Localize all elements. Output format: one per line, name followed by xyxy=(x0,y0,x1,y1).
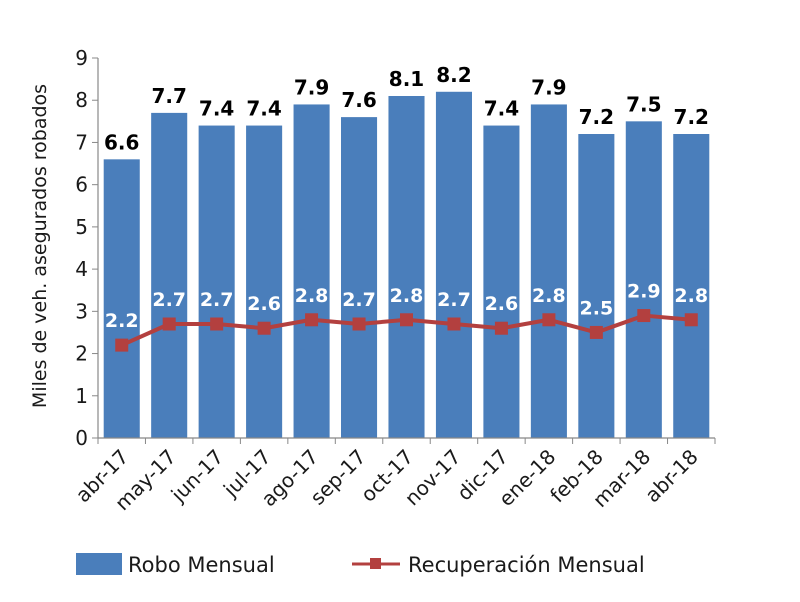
y-tick-label: 8 xyxy=(75,88,88,112)
recovery-line-layer: 2.2 2.7 2.7 2.6 2.8 2.7 2.8 2.7 2.6 2.8 2.5 2.9 2.8 xyxy=(105,281,708,352)
bar-robo-abr-18 xyxy=(673,134,710,438)
y-tick-label: 3 xyxy=(75,299,88,323)
bar-value-label: 7.6 xyxy=(341,88,376,112)
recovery-point-nov-17 xyxy=(447,317,461,331)
x-tick-label: abr-18 xyxy=(640,445,703,508)
bar-robo-ene-18 xyxy=(530,104,567,438)
recovery-value-label: 2.8 xyxy=(674,285,708,307)
recovery-value-label: 2.6 xyxy=(247,293,281,315)
bars xyxy=(103,91,710,439)
recovery-point-dic-17 xyxy=(494,321,508,335)
recovery-point-mar-18 xyxy=(637,309,651,323)
recovery-point-may-17 xyxy=(162,317,176,331)
bar-robo-jun-17 xyxy=(198,125,235,439)
recovery-point-ago-17 xyxy=(305,313,319,327)
bar-value-label: 7.9 xyxy=(531,75,566,99)
bar-robo-abr-17 xyxy=(103,159,140,439)
bar-robo-sep-17 xyxy=(341,117,378,438)
bar-robo-jul-17 xyxy=(246,125,283,439)
bar-value-label: 7.7 xyxy=(151,84,186,108)
recovery-value-label: 2.7 xyxy=(437,289,471,311)
bar-value-label: 6.6 xyxy=(104,130,139,154)
legend-label-recuperacion: Recuperación Mensual xyxy=(408,553,645,577)
y-axis-label: Miles de veh. asegurados robados xyxy=(29,84,51,408)
x-tick-label: jun-17 xyxy=(166,445,229,508)
recovery-value-label: 2.8 xyxy=(295,285,329,307)
bar-robo-mar-18 xyxy=(625,121,662,438)
recovery-value-label: 2.7 xyxy=(342,289,376,311)
legend-label-robo: Robo Mensual xyxy=(128,553,275,577)
x-axis-ticks: abr-17may-17jun-17jul-17ago-17sep-17oct-… xyxy=(71,438,716,515)
legend-swatch-robo xyxy=(76,553,122,575)
y-tick-label: 4 xyxy=(75,257,88,281)
bar-robo-dic-17 xyxy=(483,125,520,439)
y-axis-ticks: 0 1 2 3 4 5 6 7 8 9 xyxy=(75,46,98,450)
bar-robo-feb-18 xyxy=(578,134,615,438)
recovery-point-feb-18 xyxy=(589,325,603,339)
recovery-value-label: 2.7 xyxy=(200,289,234,311)
y-tick-label: 1 xyxy=(75,384,88,408)
recovery-point-oct-17 xyxy=(400,313,413,327)
bar-value-label: 7.4 xyxy=(246,97,281,121)
recovery-point-ene-18 xyxy=(542,313,556,327)
y-tick-label: 7 xyxy=(75,130,88,154)
y-tick-label: 5 xyxy=(75,215,88,239)
axes xyxy=(97,58,715,439)
bar-robo-oct-17 xyxy=(388,96,425,438)
y-tick-label: 6 xyxy=(75,173,88,197)
bar-labels: 6.6 7.7 7.4 7.4 7.9 7.6 8.1 8.2 7.4 7.9 7.2 7.5 7.2 xyxy=(104,63,709,155)
bar-value-label: 7.5 xyxy=(626,92,661,116)
recovery-value-label: 2.5 xyxy=(580,297,614,319)
y-tick-label: 2 xyxy=(75,342,88,366)
bar-value-label: 8.1 xyxy=(389,67,424,91)
recovery-point-abr-17 xyxy=(115,338,129,352)
legend: Robo Mensual Recuperación Mensual xyxy=(76,553,645,577)
bar-robo-nov-17 xyxy=(435,91,472,439)
bar-value-label: 7.4 xyxy=(199,97,234,121)
bar-value-label: 7.2 xyxy=(674,105,709,129)
recovery-value-label: 2.8 xyxy=(532,285,566,307)
recovery-value-label: 2.8 xyxy=(390,285,424,307)
recovery-point-sep-17 xyxy=(352,317,366,331)
recovery-value-label: 2.2 xyxy=(105,310,139,332)
bar-robo-may-17 xyxy=(151,112,188,438)
recovery-value-label: 2.7 xyxy=(152,289,186,311)
bar-value-label: 7.2 xyxy=(579,105,614,129)
recovery-point-abr-18 xyxy=(684,313,698,327)
y-tick-label: 9 xyxy=(75,46,88,70)
y-tick-label: 0 xyxy=(75,426,88,450)
recovery-point-jun-17 xyxy=(210,317,224,331)
recovery-point-jul-17 xyxy=(257,321,271,335)
legend-marker-recuperacion xyxy=(370,558,381,569)
bar-value-label: 8.2 xyxy=(436,63,471,87)
recovery-value-label: 2.6 xyxy=(485,293,519,315)
bar-robo-ago-17 xyxy=(293,104,330,438)
bar-value-label: 7.4 xyxy=(484,97,519,121)
recovery-value-label: 2.9 xyxy=(627,281,661,303)
bar-value-label: 7.9 xyxy=(294,75,329,99)
